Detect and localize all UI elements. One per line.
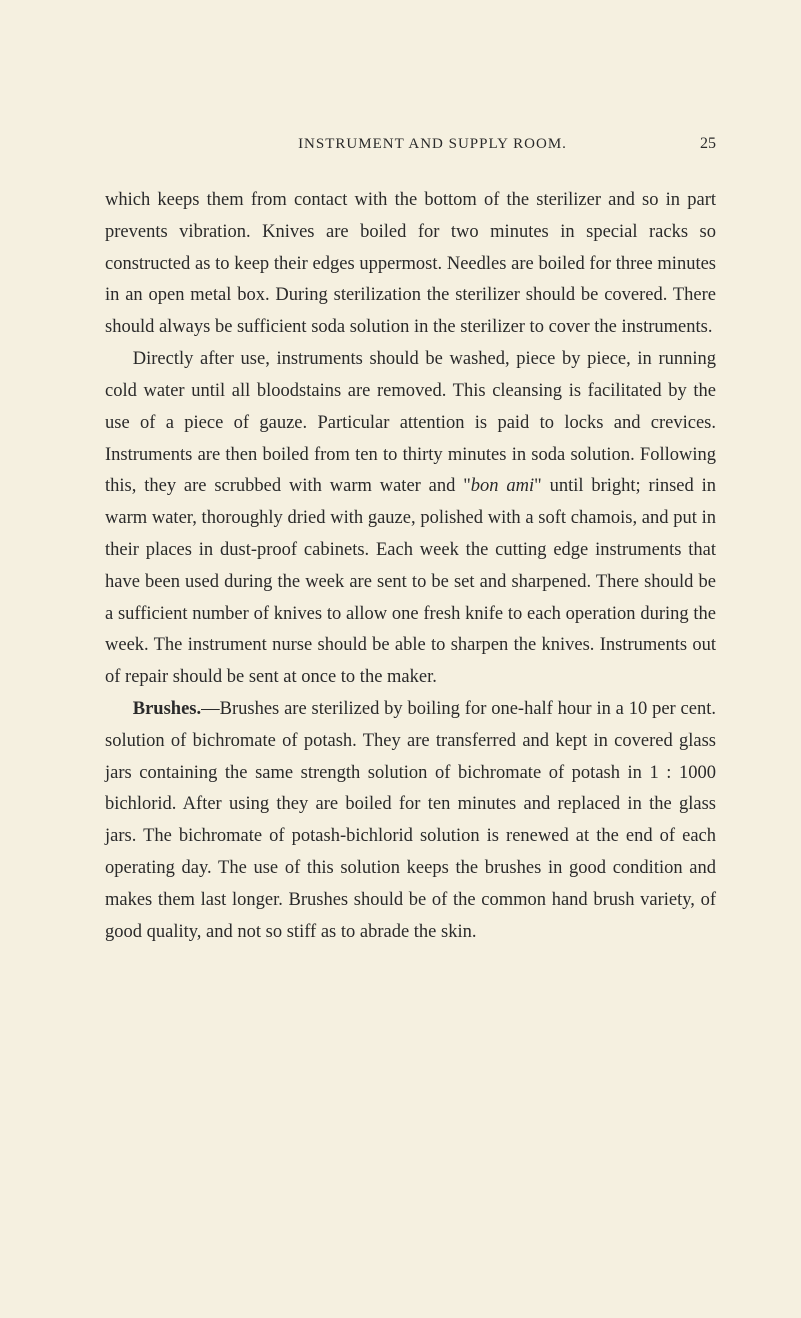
p2-post: " until bright; rinsed in warm water, th… xyxy=(105,476,716,687)
running-head: INSTRUMENT AND SUPPLY ROOM. xyxy=(105,136,700,153)
p1-text: which keeps them from contact with the b… xyxy=(105,190,716,337)
page-container: INSTRUMENT AND SUPPLY ROOM. 25 which kee… xyxy=(0,0,801,1009)
p2-pre: Directly after use, instruments should b… xyxy=(105,349,716,496)
p3-bold: Brushes. xyxy=(133,699,201,719)
p3-post: —Brushes are sterilized by boiling for o… xyxy=(105,699,716,942)
paragraph-1: which keeps them from contact with the b… xyxy=(105,185,716,344)
paragraph-3: Brushes.—Brushes are sterilized by boili… xyxy=(105,694,716,949)
page-number: 25 xyxy=(700,135,716,153)
body-text: which keeps them from contact with the b… xyxy=(105,185,716,949)
p2-italic: bon ami xyxy=(471,476,534,496)
page-header: INSTRUMENT AND SUPPLY ROOM. 25 xyxy=(105,135,716,153)
paragraph-2: Directly after use, instruments should b… xyxy=(105,344,716,694)
